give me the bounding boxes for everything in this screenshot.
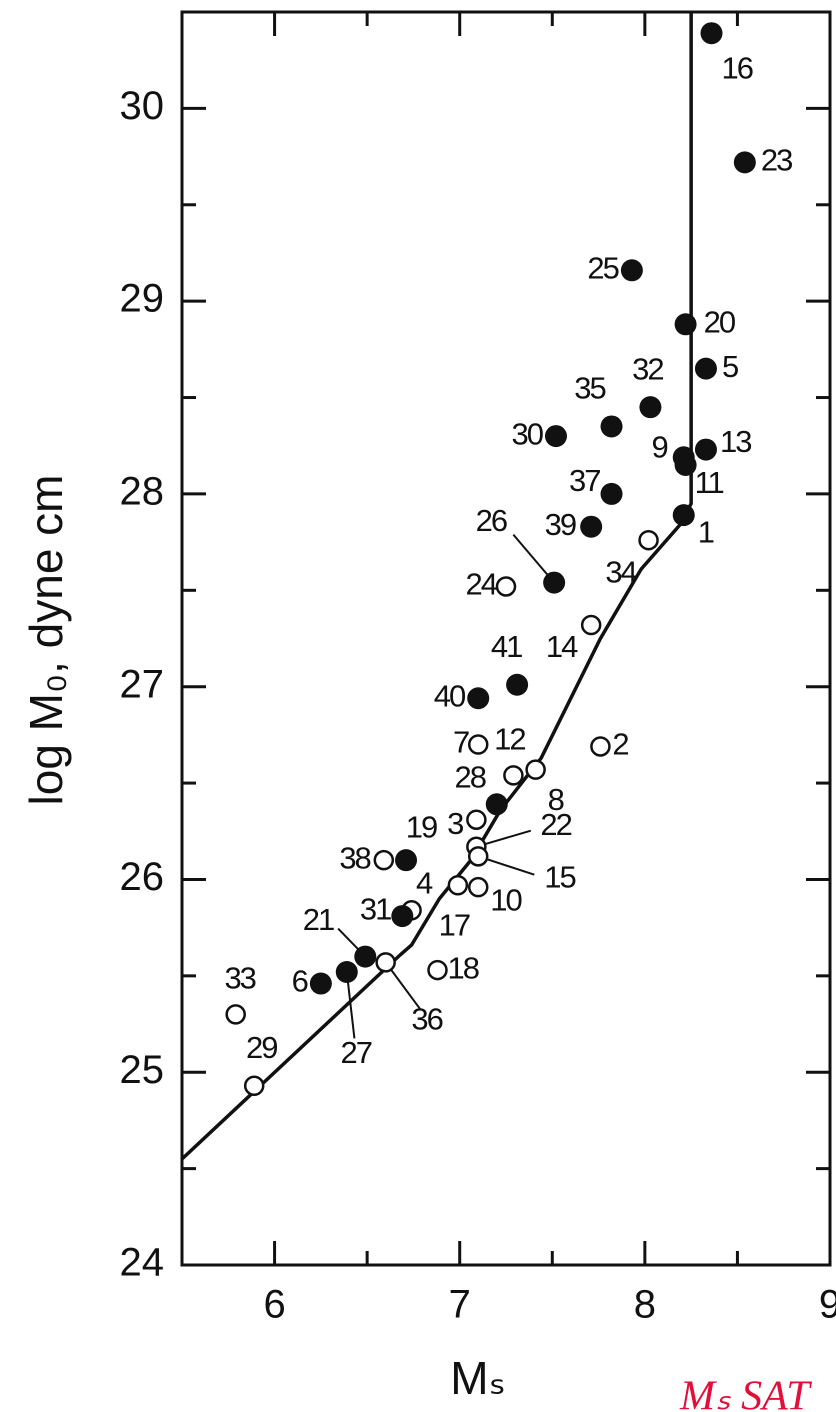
point-label: 31 — [360, 891, 391, 926]
point-label: 37 — [569, 463, 600, 498]
open-point — [467, 846, 489, 867]
point-label: 7 — [453, 725, 469, 760]
point-label: 19 — [406, 809, 437, 844]
point-label: 11 — [695, 465, 724, 500]
point-label: 24 — [466, 567, 498, 602]
point-label: 25 — [587, 250, 618, 285]
plot-frame — [180, 10, 832, 1267]
point-label: 17 — [439, 907, 470, 942]
x-axis-label: Mₛ — [450, 1352, 505, 1404]
point-label: 23 — [761, 143, 792, 178]
point-label: 15 — [544, 860, 575, 895]
y-tick-label: 24 — [120, 1241, 165, 1285]
point-label: 3 — [447, 806, 463, 841]
open-point — [503, 765, 524, 786]
open-point — [447, 874, 469, 896]
point-label: 10 — [490, 882, 522, 917]
filled-point — [620, 259, 643, 282]
point-label: 21 — [303, 902, 334, 937]
open-point — [466, 809, 487, 830]
filled-point — [580, 515, 603, 538]
y-tick-label: 25 — [120, 1048, 165, 1092]
point-label: 32 — [632, 351, 663, 386]
point-label: 39 — [545, 507, 576, 542]
filled-point — [309, 972, 332, 995]
point-label: 36 — [411, 1002, 442, 1037]
point-label: 16 — [722, 50, 753, 85]
point-label: 18 — [447, 950, 478, 985]
point-label: 9 — [651, 429, 667, 464]
open-point — [243, 1075, 265, 1096]
open-point — [495, 576, 517, 597]
filled-point — [467, 687, 490, 710]
open-point — [373, 849, 395, 871]
y-tick-label: 26 — [120, 855, 165, 899]
open-point — [525, 759, 546, 780]
point-label: 5 — [722, 349, 738, 384]
open-point — [590, 736, 611, 757]
filled-point — [600, 482, 623, 505]
point-label: 41 — [491, 629, 522, 664]
point-label: 28 — [455, 759, 486, 794]
point-label: 4 — [416, 865, 433, 900]
filled-point — [391, 905, 414, 928]
filled-point — [335, 960, 358, 983]
point-label: 34 — [605, 554, 637, 589]
point-label: 40 — [434, 678, 466, 713]
filled-point — [600, 415, 623, 438]
point-label: 33 — [224, 961, 255, 996]
x-tick-label: 9 — [819, 1283, 836, 1327]
point-label: 29 — [246, 1030, 277, 1065]
filled-point — [485, 793, 508, 816]
filled-point — [672, 504, 695, 527]
filled-point — [506, 673, 529, 696]
x-tick-label: 6 — [263, 1283, 285, 1327]
y-tick-label: 30 — [120, 84, 165, 128]
point-label: 14 — [546, 629, 578, 664]
point-label: 1 — [698, 514, 714, 549]
point-label: 30 — [512, 416, 544, 451]
point-label: 8 — [548, 782, 564, 817]
x-tick-label: 8 — [634, 1283, 656, 1327]
open-point — [375, 952, 396, 973]
filled-point — [395, 849, 418, 872]
filled-point — [700, 22, 723, 45]
point-label: 12 — [494, 722, 525, 757]
point-label: 6 — [292, 964, 308, 999]
point-label: 27 — [341, 1035, 372, 1070]
filled-point — [354, 945, 377, 968]
filled-point — [543, 571, 566, 594]
point-label: 26 — [476, 503, 507, 538]
point-label: 35 — [574, 371, 605, 406]
open-point — [225, 1004, 246, 1025]
point-label: 13 — [720, 424, 751, 459]
filled-point — [733, 151, 756, 174]
y-tick-label: 28 — [120, 469, 165, 513]
point-label: 2 — [612, 727, 628, 762]
open-point — [580, 614, 602, 636]
filled-point — [674, 454, 697, 477]
filled-point — [694, 357, 717, 380]
open-point — [467, 734, 489, 755]
filled-point — [694, 438, 717, 461]
y-tick-label: 27 — [120, 662, 165, 706]
caption: Mₛ SAT — [679, 1374, 812, 1412]
point-label: 22 — [540, 807, 571, 842]
open-point — [638, 529, 659, 551]
point-label: 20 — [704, 304, 736, 339]
y-tick-label: 29 — [120, 277, 165, 321]
x-tick-label: 7 — [449, 1283, 471, 1327]
filled-point — [674, 313, 697, 336]
open-point — [467, 876, 489, 898]
leader-line — [345, 971, 356, 1039]
point-label: 38 — [339, 840, 370, 875]
open-point — [427, 959, 448, 981]
filled-point — [544, 425, 567, 448]
y-axis-label: log M₀, dyne cm — [20, 475, 72, 806]
filled-point — [639, 396, 662, 419]
